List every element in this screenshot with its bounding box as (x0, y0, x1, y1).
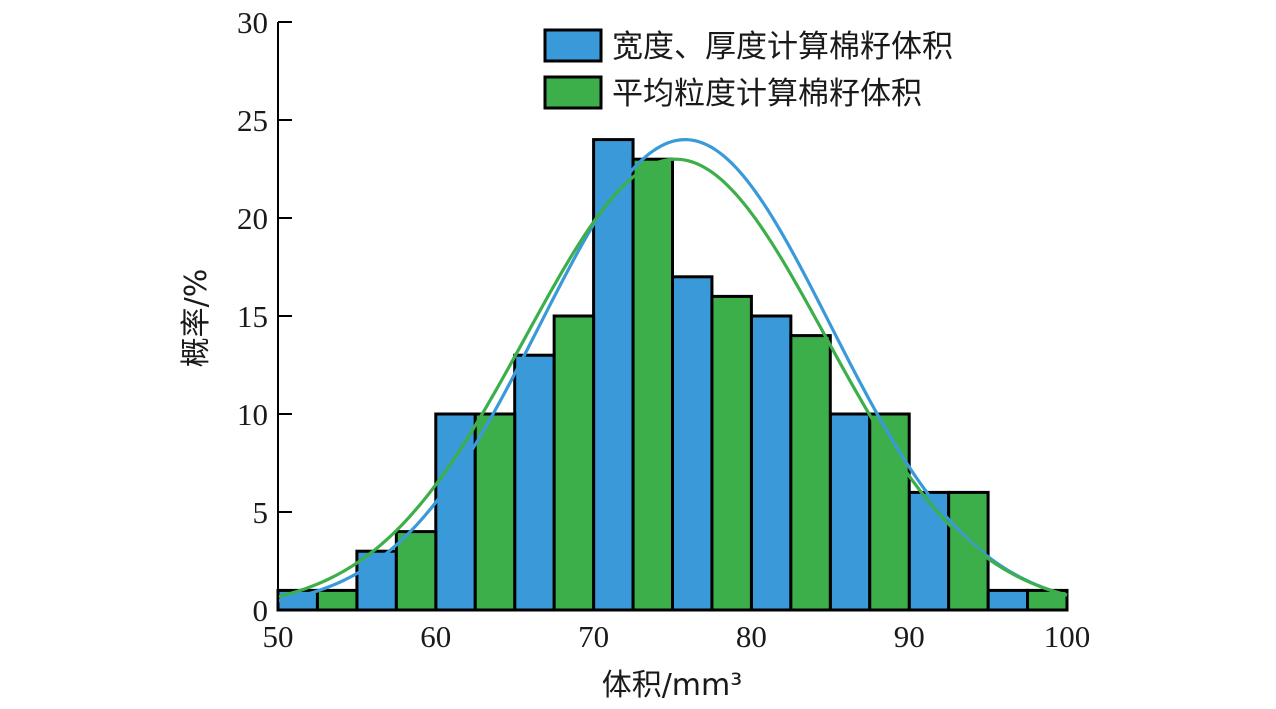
bar-series1-3 (552, 314, 596, 612)
bars-layer (276, 138, 1069, 612)
y-tick-label: 25 (237, 103, 268, 138)
legend-label-average-size: 平均粒度计算棉籽体积 (612, 76, 922, 112)
y-tick-label: 30 (237, 5, 268, 40)
bar-series0-5 (671, 275, 714, 612)
x-tick-label: 100 (1044, 619, 1091, 654)
legend-swatch-width-thickness (543, 28, 603, 63)
y-tick-label: 10 (237, 397, 268, 432)
fit-curve-series0 (277, 138, 1068, 603)
y-axis-title: 概率/% (179, 269, 214, 368)
bar-series0-2 (434, 412, 477, 612)
ticks-layer: 0 5 10 15 20 25 30 50 60 70 80 90 100 (237, 5, 1090, 654)
bar-series0-3 (513, 353, 556, 612)
y-tick-label: 20 (237, 201, 268, 236)
y-tick-label: 15 (237, 299, 268, 334)
bar-series0-4 (592, 138, 635, 612)
bar-series1-1 (394, 530, 438, 612)
legend-label-width-thickness: 宽度、厚度计算棉籽体积 (612, 29, 953, 65)
x-tick-label: 80 (736, 619, 767, 654)
x-tick-label: 60 (420, 619, 451, 654)
bar-series0-9 (986, 588, 1030, 612)
y-tick-label: 0 (253, 593, 269, 628)
bar-series1-5 (710, 294, 753, 612)
x-tick-label: 90 (894, 619, 925, 654)
bar-series1-2 (473, 412, 517, 612)
bar-series1-0 (315, 588, 359, 612)
x-axis-title: 体积/mm³ (602, 668, 743, 703)
bar-series0-7 (828, 412, 872, 612)
fit-curves-layer (277, 138, 1068, 603)
bar-series1-6 (789, 334, 832, 612)
bar-series1-7 (868, 412, 911, 612)
bar-series0-8 (907, 490, 951, 612)
x-tick-label: 50 (263, 619, 294, 654)
x-tick-label: 70 (578, 619, 609, 654)
y-tick-label: 5 (253, 495, 269, 530)
legend-swatch-average-size (543, 75, 603, 110)
bar-series0-6 (749, 314, 793, 612)
bar-series1-4 (631, 157, 674, 612)
fit-curve-series1 (277, 157, 1068, 599)
legend: 宽度、厚度计算棉籽体积 平均粒度计算棉籽体积 (543, 28, 953, 112)
